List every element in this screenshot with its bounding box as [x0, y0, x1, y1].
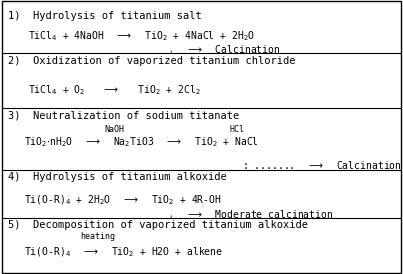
Text: $\llcorner$  $\longrightarrow$  Calcination: $\llcorner$ $\longrightarrow$ Calcinatio… [169, 44, 281, 56]
Text: TiCl$_4$ + 4NaOH  $\longrightarrow$  TiO$_2$ + 4NaCl + 2H$_2$O: TiCl$_4$ + 4NaOH $\longrightarrow$ TiO$_… [28, 29, 256, 42]
Text: Ti(O-R)$_4$  $\longrightarrow$  TiO$_2$ + H2O + alkene: Ti(O-R)$_4$ $\longrightarrow$ TiO$_2$ + … [24, 245, 223, 259]
Text: heating: heating [81, 232, 116, 241]
Text: HCl: HCl [230, 125, 245, 134]
Text: Ti(O-R)$_4$ + 2H$_2$O  $\longrightarrow$  TiO$_2$ + 4R-OH: Ti(O-R)$_4$ + 2H$_2$O $\longrightarrow$ … [24, 193, 222, 207]
Text: 3)  Neutralization of sodium titanate: 3) Neutralization of sodium titanate [8, 111, 239, 121]
Text: : .......  $\longrightarrow$  Calcination: : ....... $\longrightarrow$ Calcination [242, 159, 401, 171]
Text: TiO$_2$$\cdot$nH$_2$O  $\longrightarrow$  Na$_2$TiO3  $\longrightarrow$  TiO$_2$: TiO$_2$$\cdot$nH$_2$O $\longrightarrow$ … [24, 136, 259, 149]
Text: 2)  Oxidization of vaporized titanium chloride: 2) Oxidization of vaporized titanium chl… [8, 56, 295, 66]
Text: 1)  Hydrolysis of titanium salt: 1) Hydrolysis of titanium salt [8, 11, 202, 21]
Text: 4)  Hydrolysis of titanium alkoxide: 4) Hydrolysis of titanium alkoxide [8, 172, 227, 182]
Text: 5)  Decomposition of vaporized titanium alkoxide: 5) Decomposition of vaporized titanium a… [8, 220, 308, 230]
Text: $\llcorner$  $\longrightarrow$  Moderate calcination: $\llcorner$ $\longrightarrow$ Moderate c… [169, 208, 334, 221]
Text: NaOH: NaOH [105, 125, 125, 134]
Text: TiCl$_4$ + O$_2$   $\longrightarrow$   TiO$_2$ + 2Cl$_2$: TiCl$_4$ + O$_2$ $\longrightarrow$ TiO$_… [28, 84, 201, 97]
